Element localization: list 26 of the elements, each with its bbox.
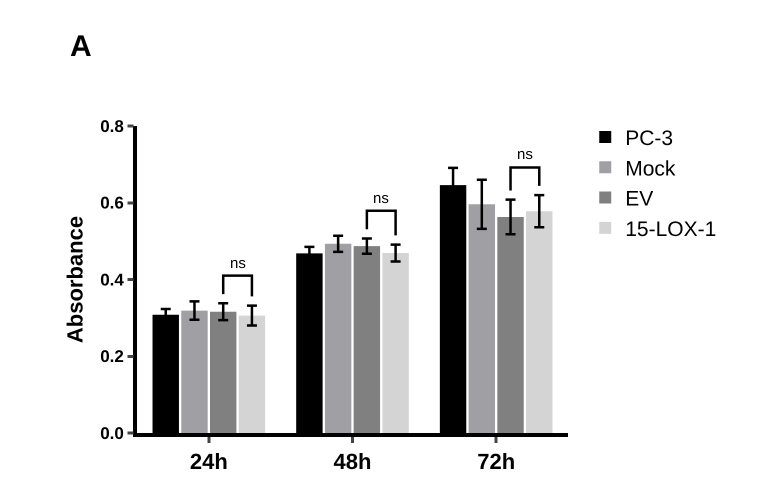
x-tick-label: 72h	[477, 449, 516, 474]
y-tick-label: 0.8	[100, 116, 124, 136]
text: A	[70, 30, 92, 63]
annotation: ns	[517, 146, 533, 163]
y-tick-label: 0.6	[100, 194, 124, 213]
y-tick-label: 0.2	[100, 347, 124, 366]
y-tick-label: 0.4	[100, 270, 124, 290]
bar	[526, 211, 552, 433]
text: 0.0	[100, 424, 124, 443]
x-tick-label: 24h	[190, 449, 228, 474]
y-axis-title: Absorbance	[62, 216, 88, 344]
legend-label: 15-LOX-1	[625, 218, 716, 242]
annotation: ns	[230, 255, 246, 272]
bar	[382, 253, 409, 433]
annotation: ns	[373, 190, 389, 207]
x-tick-label: 48h	[334, 449, 372, 474]
bar	[324, 244, 352, 433]
legend-label: Mock	[625, 157, 676, 180]
legend-label: EV	[625, 188, 654, 211]
bar	[238, 316, 266, 433]
bar	[181, 310, 208, 433]
bar	[468, 204, 496, 433]
bar	[497, 216, 524, 433]
legend-label: PC-3	[625, 127, 674, 150]
bar	[354, 246, 380, 433]
bar	[210, 312, 236, 433]
